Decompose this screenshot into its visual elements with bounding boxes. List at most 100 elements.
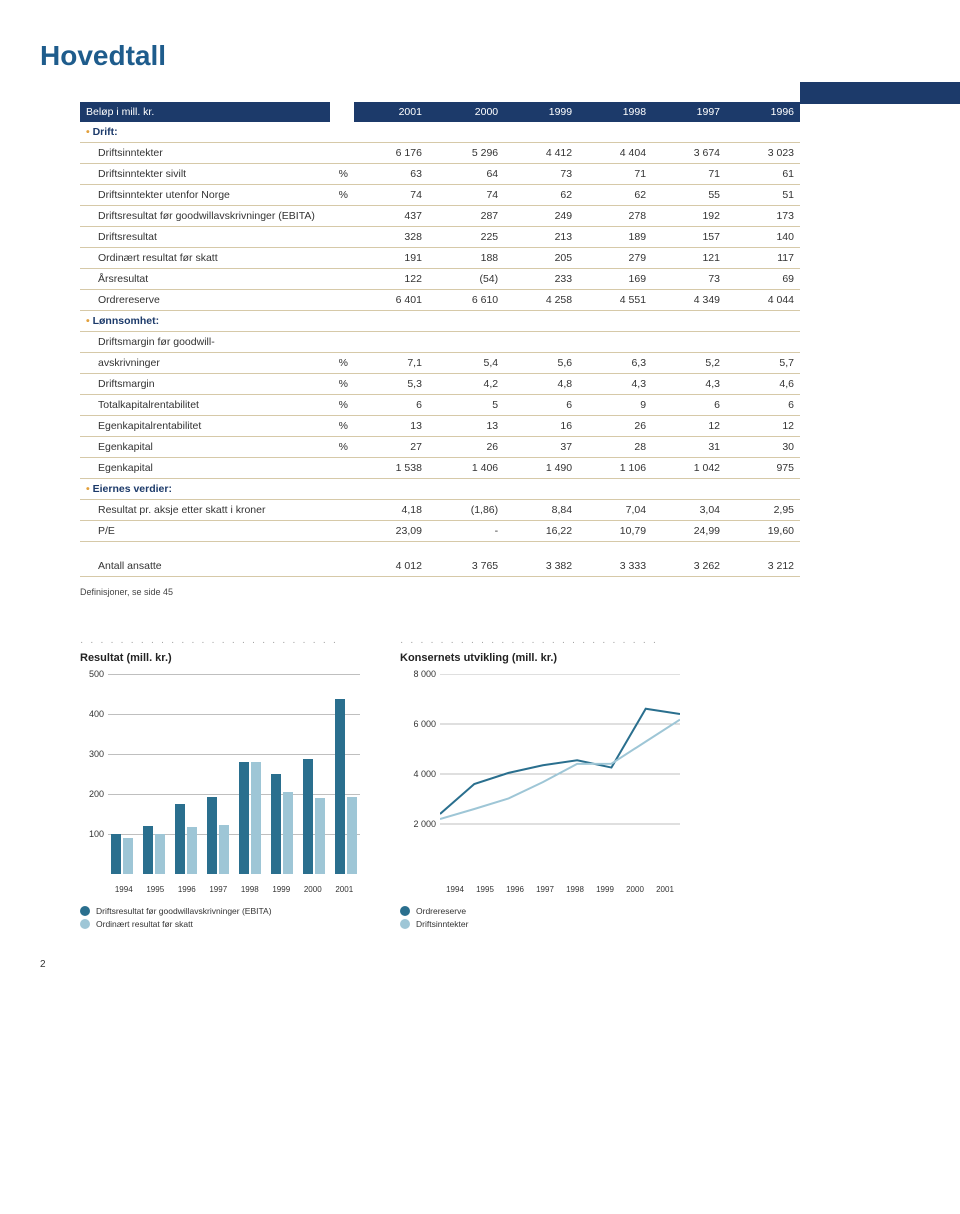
row-value: [578, 332, 652, 353]
charts-row: · · · · · · · · · · · · · · · · · · · · …: [80, 637, 920, 929]
row-value: 121: [652, 248, 726, 269]
legend-item: Driftsinntekter: [400, 919, 680, 929]
legend-dot: [400, 906, 410, 916]
row-value: 7,1: [354, 353, 428, 374]
table-row: Resultat pr. aksje etter skatt i kroner4…: [80, 500, 800, 521]
row-value: 4,3: [652, 374, 726, 395]
row-value: 26: [578, 416, 652, 437]
legend-item: Ordrereserve: [400, 906, 680, 916]
row-unit: [330, 248, 354, 269]
row-value: 6: [726, 395, 800, 416]
row-value: 55: [652, 185, 726, 206]
row-value: 1 538: [354, 458, 428, 479]
table-row: Egenkapital%272637283130: [80, 437, 800, 458]
row-value: 24,99: [652, 521, 726, 542]
row-value: 189: [578, 227, 652, 248]
y-tick-label: 4 000: [413, 769, 436, 779]
x-tick-label: 1996: [500, 885, 530, 894]
y-tick-label: 100: [89, 829, 104, 839]
table-row: Driftsmargin%5,34,24,84,34,34,6: [80, 374, 800, 395]
row-value: 140: [726, 227, 800, 248]
row-value: 3 023: [726, 143, 800, 164]
table-row: Driftsresultat328225213189157140: [80, 227, 800, 248]
key-figures-table-wrap: Beløp i mill. kr. 2001 2000 1999 1998 19…: [80, 102, 800, 577]
row-value: 157: [652, 227, 726, 248]
spacer-row: [80, 542, 800, 556]
x-tick-label: 1999: [266, 885, 298, 894]
legend-dot: [80, 906, 90, 916]
row-unit: %: [330, 164, 354, 185]
row-unit: [330, 206, 354, 227]
row-value: 51: [726, 185, 800, 206]
row-value: [726, 332, 800, 353]
row-value: [652, 332, 726, 353]
row-value: 27: [354, 437, 428, 458]
table-row: Driftsinntekter6 1765 2964 4124 4043 674…: [80, 143, 800, 164]
row-value: 4 044: [726, 290, 800, 311]
row-value: 12: [652, 416, 726, 437]
row-value: 278: [578, 206, 652, 227]
row-value: 328: [354, 227, 428, 248]
row-value: -: [428, 521, 504, 542]
table-row: Egenkapital1 5381 4061 4901 1061 042975: [80, 458, 800, 479]
row-label: Antall ansatte: [80, 556, 330, 577]
table-row: Driftsmargin før goodwill-: [80, 332, 800, 353]
x-tick-label: 1994: [440, 885, 470, 894]
row-value: 5,7: [726, 353, 800, 374]
x-tick-label: 1995: [140, 885, 172, 894]
line-chart-block: · · · · · · · · · · · · · · · · · · · · …: [400, 637, 680, 929]
row-value: 30: [726, 437, 800, 458]
row-label: Ordrereserve: [80, 290, 330, 311]
row-value: 5,3: [354, 374, 428, 395]
row-value: 37: [504, 437, 578, 458]
row-value: 117: [726, 248, 800, 269]
line-chart-svg: [440, 674, 680, 874]
table-row: Egenkapitalrentabilitet%131316261212: [80, 416, 800, 437]
row-value: 6 176: [354, 143, 428, 164]
legend-dot: [80, 919, 90, 929]
row-value: 13: [354, 416, 428, 437]
header-unit-spacer: [330, 102, 354, 122]
bar-series-b: [155, 834, 165, 874]
bar-series-a: [175, 804, 185, 873]
y-tick-label: 6 000: [413, 719, 436, 729]
row-value: 169: [578, 269, 652, 290]
bar-group: [332, 699, 360, 874]
header-label: Beløp i mill. kr.: [80, 102, 330, 122]
y-tick-label: 200: [89, 789, 104, 799]
row-value: 16: [504, 416, 578, 437]
row-value: 5,4: [428, 353, 504, 374]
x-tick-label: 1997: [530, 885, 560, 894]
header-year: 1998: [578, 102, 652, 122]
row-label: Ordinært resultat før skatt: [80, 248, 330, 269]
bar-series-b: [283, 792, 293, 874]
row-unit: [330, 227, 354, 248]
bar-series-a: [335, 699, 345, 874]
row-value: 233: [504, 269, 578, 290]
row-value: (1,86): [428, 500, 504, 521]
row-unit: %: [330, 437, 354, 458]
row-value: 19,60: [726, 521, 800, 542]
bar-group: [108, 834, 136, 874]
row-label: Driftsinntekter utenfor Norge: [80, 185, 330, 206]
row-value: 73: [504, 164, 578, 185]
header-year: 1997: [652, 102, 726, 122]
table-row: Totalkapitalrentabilitet%656966: [80, 395, 800, 416]
bar-group: [204, 797, 232, 874]
section-label: Eiernes verdier:: [80, 479, 800, 500]
row-unit: [330, 556, 354, 577]
bar-series-b: [347, 797, 357, 873]
row-value: 6: [652, 395, 726, 416]
bar-series-a: [271, 774, 281, 874]
table-row: Driftsinntekter sivilt%636473717161: [80, 164, 800, 185]
row-label: Resultat pr. aksje etter skatt i kroner: [80, 500, 330, 521]
row-value: 3 674: [652, 143, 726, 164]
x-tick-label: 1996: [171, 885, 203, 894]
row-value: 4,2: [428, 374, 504, 395]
row-label: Egenkapital: [80, 458, 330, 479]
row-value: 9: [578, 395, 652, 416]
row-label: Egenkapital: [80, 437, 330, 458]
line-series: [440, 708, 680, 813]
table-row: Driftsinntekter utenfor Norge%7474626255…: [80, 185, 800, 206]
table-row: Ordinært resultat før skatt1911882052791…: [80, 248, 800, 269]
